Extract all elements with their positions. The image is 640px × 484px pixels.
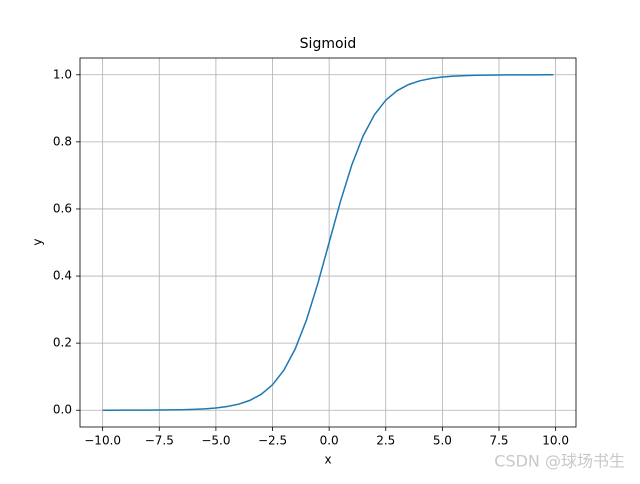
y-tick-label: 0.0 xyxy=(53,403,72,417)
plot-frame xyxy=(79,57,577,428)
y-tick-label: 1.0 xyxy=(53,67,72,81)
line xyxy=(102,74,554,411)
x-tick-label: −10.0 xyxy=(84,434,121,448)
watermark: CSDN @球场书生 xyxy=(494,452,625,471)
y-tick-label: 0.4 xyxy=(53,269,72,283)
chart-title: Sigmoid xyxy=(300,36,357,52)
x-axis-label: x xyxy=(324,453,331,467)
x-tick-label: −2.5 xyxy=(258,434,287,448)
y-tick-label: 0.6 xyxy=(53,201,72,215)
x-tick-label: −5.0 xyxy=(201,434,230,448)
x-tick-label: 7.5 xyxy=(489,434,508,448)
x-tick-label: 2.5 xyxy=(376,434,395,448)
x-tick-label: 0.0 xyxy=(320,434,339,448)
x-tick-label: 5.0 xyxy=(433,434,452,448)
x-tick-label: −7.5 xyxy=(145,434,174,448)
x-tick-label: 10.0 xyxy=(542,434,569,448)
y-tick-label: 0.2 xyxy=(53,336,72,350)
y-axis-label: y xyxy=(31,238,45,245)
y-tick-label: 0.8 xyxy=(53,134,72,148)
